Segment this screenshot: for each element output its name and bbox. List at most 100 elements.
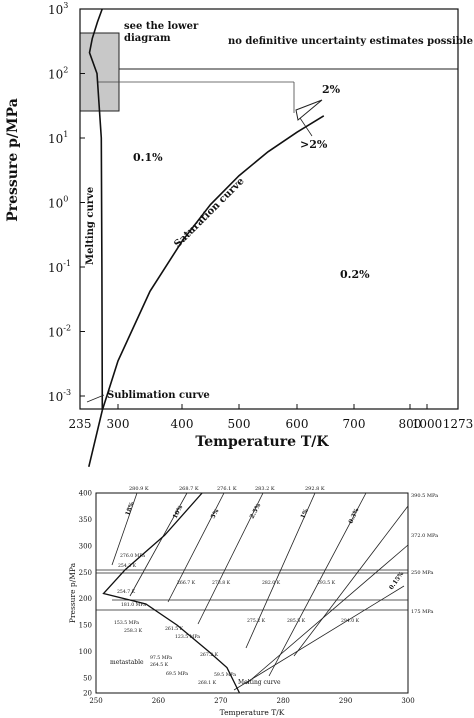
interior-label: 97.5 MPa [150,655,172,661]
interior-label: 293.5 K [317,580,336,586]
lower-y-tick-label: 400 [79,490,92,498]
lower-y-ticks: 20 50 100 150 200 250 300 350 400 [79,490,92,698]
x-tick-label: 1273 [443,417,474,431]
lower-y-tick-label: 150 [79,622,92,630]
lower-diagram-note-1: see the lower [124,21,199,32]
top-label: 280.9 K [129,486,149,492]
lower-x-tick-label: 250 [89,697,102,705]
interior-label: 273.8 K [212,580,231,586]
y-tick-label: 10-1 [48,259,71,275]
interior-label: 268.1 K [198,680,217,686]
lower-y-axis-label: Pressure p/MPa [68,562,77,623]
interior-label: 266.7 K [177,580,196,586]
lower-x-tick-label: 300 [401,697,414,705]
lower-x-tick-label: 260 [152,697,165,705]
interior-label: 261.5 K [165,626,184,632]
saturation-curve [101,115,325,411]
interior-label: 264.5 K [150,662,169,668]
lower-diagram-note-2: diagram [124,33,171,44]
right-label: 372.0 MPa [411,533,438,539]
pct-0.15: 0.15% [388,570,406,591]
lower-right-labels: 390.5 MPa 372.0 MPa 250 MPa 175 MPa [411,493,438,615]
interior-label: 276.0 MPa [120,553,145,559]
lower-x-tick-label: 280 [277,697,290,705]
interior-label: 254.3 K [118,563,137,569]
upper-x-axis-label: Temperature T/K [195,434,329,450]
x-tick-label: 700 [343,417,366,431]
lower-chart: 250 260 270 280 290 300 20 50 100 150 200 250 300 35… [68,486,438,717]
pct-10: 10% [172,504,185,520]
sublimation-pointer [86,394,105,403]
lower-x-ticks: 250 260 270 280 290 300 [89,697,414,705]
label-2pct: 2% [322,83,341,96]
label-0.1pct: 0.1% [133,151,163,164]
label-0.2pct: 0.2% [340,268,370,281]
critical-triangle [295,99,323,121]
top-label: 292.8 K [305,486,325,492]
x-tick-label: 300 [107,417,130,431]
interior-label: 69.5 MPa [166,671,188,677]
x-tick-label: 800 [399,417,422,431]
saturation-curve-label: Saturation curve [172,176,246,250]
top-label: 283.2 K [255,486,275,492]
lower-y-tick-label: 300 [79,542,92,550]
y-tick-label: 10-2 [48,324,71,340]
melting-curve-label: Melting curve [85,187,96,265]
interior-label: 282.0 K [262,580,281,586]
lower-top-labels: 280.9 K 268.7 K 276.1 K 283.2 K 292.8 K [129,486,325,492]
lower-x-axis-label: Temperature T/K [220,708,285,717]
pct-2.5: 2.5% [249,502,263,520]
y-tick-label: 102 [48,66,68,82]
x-tick-label: 1000 [412,417,443,431]
interior-label: 267.2 K [200,652,219,658]
upper-plot-frame [79,8,459,410]
x-tick-label: 500 [228,417,251,431]
pct-0.3: 0.3% [347,507,360,525]
pct-1: 1% [299,508,310,520]
interior-label: 153.5 MPa [114,620,139,626]
y-tick-label: 103 [48,1,68,17]
sublimation-curve [88,410,104,467]
lower-x-tick-label: 290 [339,697,352,705]
pct-18: 18% [124,501,135,517]
lower-y-tick-label: 200 [79,595,92,603]
interior-label: 59.5 MPa [214,672,236,678]
uncertainty-lines [111,492,409,691]
y-tick-label: 101 [48,130,68,146]
lower-diagram-region [79,32,120,112]
lower-plot-frame [95,492,409,694]
x-tick-label: 600 [286,417,309,431]
right-label: 175 MPa [411,609,433,615]
top-label: 268.7 K [179,486,199,492]
metastable-label: metastable [110,659,144,666]
lower-y-tick-label: 100 [79,648,92,656]
sublimation-curve-label: Sublimation curve [107,390,210,401]
lower-y-tick-label: 350 [79,516,92,524]
lower-y-tick-label: 20 [83,690,92,698]
right-label: 390.5 MPa [411,493,438,499]
interior-label: 258.3 K [124,628,143,634]
interior-label: 181.0 MPa [121,602,146,608]
top-label: 276.1 K [217,486,237,492]
lower-x-tick-label: 270 [214,697,227,705]
interior-label: 254.7 K [117,589,136,595]
lower-interior-labels: 276.0 MPa 254.3 K 254.7 K 181.0 MPa 266.… [114,553,360,686]
melting-curve [88,8,104,411]
lower-melting-label: Melting curve [238,679,281,686]
label-gt2pct: >2% [300,138,328,151]
x-tick-label: 400 [171,417,194,431]
upper-y-axis-label: Pressure p/MPa [5,98,21,222]
pct-5: 5% [210,508,221,520]
interior-label: 275.2 K [247,618,266,624]
gt2pct-pointer [299,117,313,137]
interior-label: 294.0 K [341,618,360,624]
y-tick-label: 100 [48,195,68,211]
lower-y-tick-label: 50 [83,675,92,683]
interior-label: 285.5 K [287,618,306,624]
right-label: 250 MPa [411,570,433,576]
x-tick-label: 235 [69,417,92,431]
interior-label: 123.5 MPa [175,634,200,640]
